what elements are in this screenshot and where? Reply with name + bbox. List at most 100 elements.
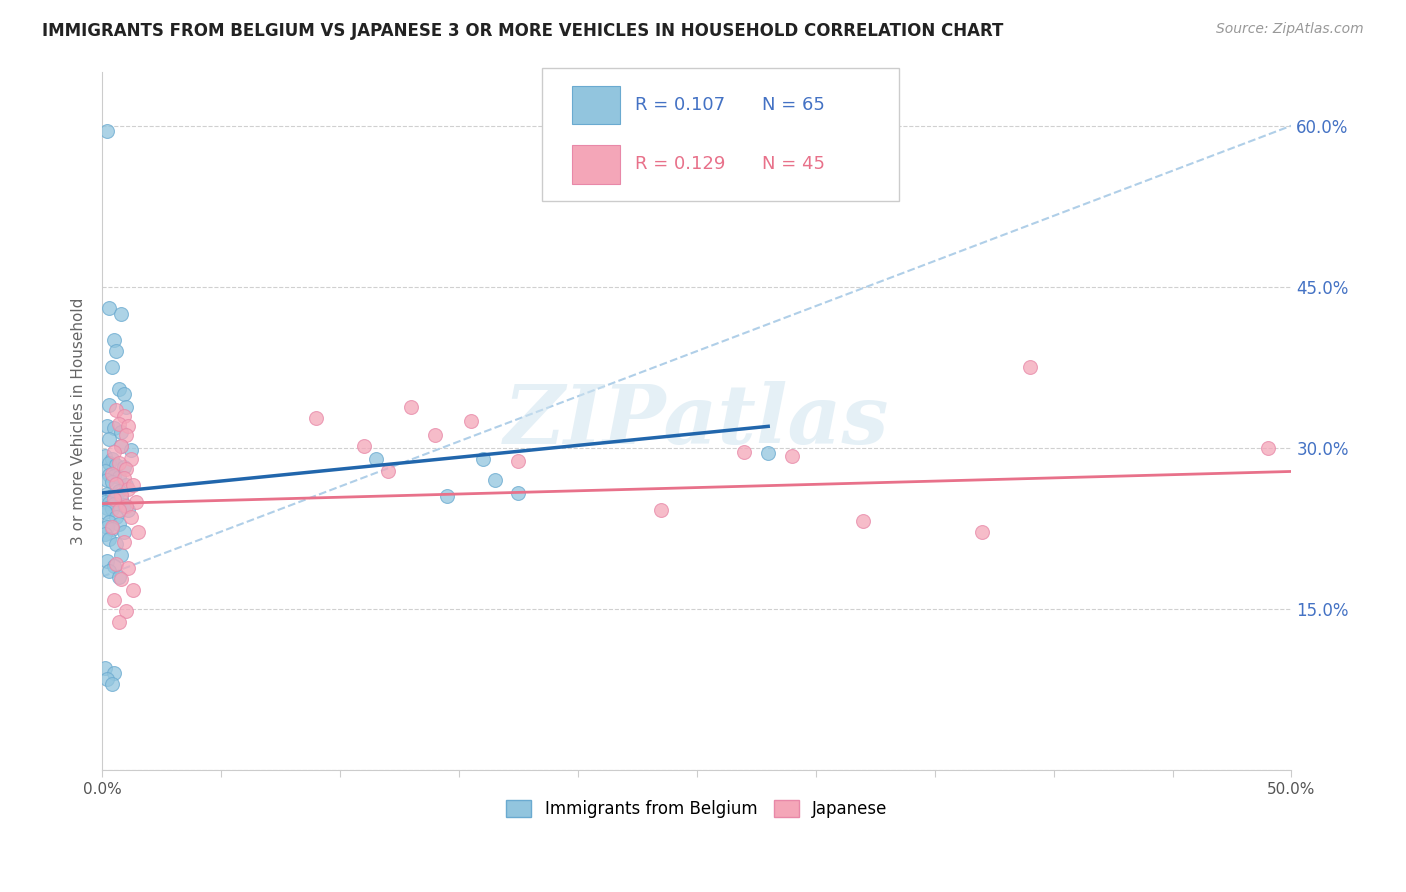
Point — [117, 503, 139, 517]
Point — [108, 517, 131, 532]
Point — [110, 488, 132, 502]
Point — [105, 557, 128, 571]
Point — [120, 509, 142, 524]
Point — [305, 410, 328, 425]
Point — [425, 428, 447, 442]
Point — [852, 514, 875, 528]
Point — [115, 604, 138, 618]
Point — [105, 537, 128, 551]
Point — [110, 492, 132, 507]
Point — [401, 400, 423, 414]
Point — [100, 451, 122, 466]
Point — [98, 467, 121, 482]
Point — [108, 470, 131, 484]
Point — [110, 439, 132, 453]
Point — [122, 582, 145, 597]
Y-axis label: 3 or more Vehicles in Household: 3 or more Vehicles in Household — [72, 297, 86, 545]
Text: R = 0.129: R = 0.129 — [636, 155, 725, 173]
Point — [93, 465, 115, 479]
Point — [100, 360, 122, 375]
Point — [96, 473, 118, 487]
Point — [100, 677, 122, 691]
Point — [115, 428, 138, 442]
Point — [733, 445, 755, 459]
Point — [96, 419, 118, 434]
Point — [112, 387, 135, 401]
Point — [120, 442, 142, 457]
Point — [110, 425, 132, 439]
Point — [1018, 360, 1040, 375]
Point — [1257, 441, 1279, 455]
Point — [112, 460, 135, 475]
Point — [377, 465, 399, 479]
Point — [115, 478, 138, 492]
Point — [103, 468, 125, 483]
Point — [105, 477, 128, 491]
Point — [484, 473, 506, 487]
Point — [110, 307, 132, 321]
Point — [108, 456, 131, 470]
Point — [115, 499, 138, 513]
Point — [96, 520, 118, 534]
Point — [108, 483, 131, 498]
Point — [103, 445, 125, 459]
Point — [100, 523, 122, 537]
Point — [780, 450, 803, 464]
Point — [98, 456, 121, 470]
Point — [93, 505, 115, 519]
Point — [93, 450, 115, 464]
Text: N = 45: N = 45 — [762, 155, 825, 173]
Point — [96, 124, 118, 138]
Point — [98, 301, 121, 316]
Point — [103, 334, 125, 348]
Point — [98, 432, 121, 446]
Point — [108, 570, 131, 584]
Text: N = 65: N = 65 — [762, 95, 825, 114]
Point — [112, 409, 135, 423]
Point — [508, 486, 530, 500]
Point — [103, 666, 125, 681]
FancyBboxPatch shape — [572, 145, 620, 184]
Point — [364, 451, 387, 466]
Point — [508, 453, 530, 467]
Point — [98, 532, 121, 546]
Point — [117, 419, 139, 434]
Point — [471, 451, 494, 466]
Text: Source: ZipAtlas.com: Source: ZipAtlas.com — [1216, 22, 1364, 37]
Point — [127, 524, 149, 539]
Point — [650, 503, 672, 517]
Point — [105, 458, 128, 472]
Point — [108, 503, 131, 517]
Point — [100, 467, 122, 481]
Point — [98, 495, 121, 509]
Point — [436, 489, 458, 503]
Point — [117, 482, 139, 496]
Point — [103, 421, 125, 435]
Point — [112, 498, 135, 512]
Point — [110, 572, 132, 586]
Point — [460, 414, 482, 428]
Text: IMMIGRANTS FROM BELGIUM VS JAPANESE 3 OR MORE VEHICLES IN HOUSEHOLD CORRELATION : IMMIGRANTS FROM BELGIUM VS JAPANESE 3 OR… — [42, 22, 1004, 40]
Point — [124, 494, 146, 508]
Point — [103, 593, 125, 607]
Point — [115, 400, 138, 414]
Point — [96, 672, 118, 686]
Point — [112, 471, 135, 485]
Point — [93, 494, 115, 508]
Point — [96, 487, 118, 501]
Point — [93, 526, 115, 541]
FancyBboxPatch shape — [543, 69, 898, 201]
FancyBboxPatch shape — [572, 86, 620, 124]
Point — [98, 515, 121, 529]
Legend: Immigrants from Belgium, Japanese: Immigrants from Belgium, Japanese — [499, 793, 894, 824]
Point — [108, 615, 131, 629]
Point — [105, 509, 128, 524]
Point — [353, 439, 375, 453]
Point — [93, 661, 115, 675]
Point — [112, 535, 135, 549]
Point — [100, 475, 122, 490]
Point — [112, 524, 135, 539]
Point — [756, 446, 779, 460]
Point — [117, 561, 139, 575]
Point — [105, 344, 128, 359]
